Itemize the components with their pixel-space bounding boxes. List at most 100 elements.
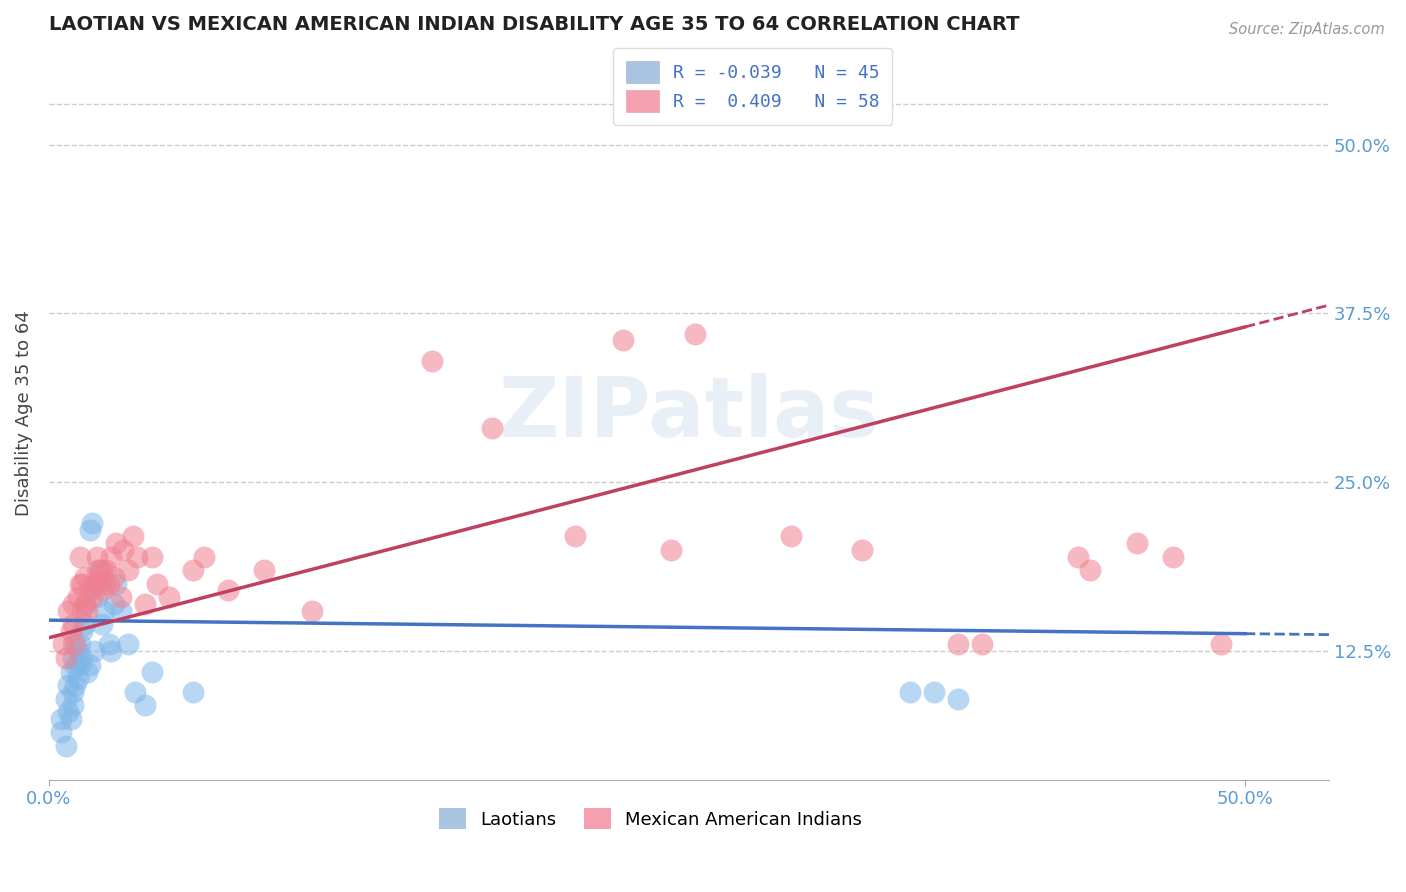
Point — [779, 529, 801, 543]
Point — [55, 691, 77, 706]
Point — [69, 638, 91, 652]
Point — [73, 617, 96, 632]
Point — [76, 604, 98, 618]
Point — [145, 576, 167, 591]
Point — [83, 644, 105, 658]
Point — [80, 516, 103, 530]
Point — [65, 657, 87, 672]
Point — [93, 576, 115, 591]
Point — [659, 542, 682, 557]
Point — [612, 334, 634, 348]
Point — [898, 685, 921, 699]
Point — [193, 549, 215, 564]
Point — [1211, 638, 1233, 652]
Point — [1066, 549, 1088, 564]
Point — [62, 597, 84, 611]
Point — [62, 651, 84, 665]
Point — [86, 576, 108, 591]
Text: LAOTIAN VS MEXICAN AMERICAN INDIAN DISABILITY AGE 35 TO 64 CORRELATION CHART: LAOTIAN VS MEXICAN AMERICAN INDIAN DISAB… — [49, 15, 1019, 34]
Point — [100, 644, 122, 658]
Point — [83, 576, 105, 591]
Point — [301, 604, 323, 618]
Point — [55, 739, 77, 753]
Point — [72, 576, 94, 591]
Point — [90, 583, 112, 598]
Point — [79, 657, 101, 672]
Point — [1126, 536, 1149, 550]
Text: Source: ZipAtlas.com: Source: ZipAtlas.com — [1229, 22, 1385, 37]
Point — [66, 590, 89, 604]
Point — [141, 549, 163, 564]
Point — [127, 549, 149, 564]
Point — [65, 678, 87, 692]
Point — [52, 638, 75, 652]
Point — [946, 638, 969, 652]
Point — [89, 570, 111, 584]
Point — [104, 536, 127, 550]
Point — [76, 665, 98, 679]
Point — [90, 563, 112, 577]
Point — [49, 725, 72, 739]
Point — [104, 576, 127, 591]
Point — [66, 644, 89, 658]
Point — [141, 665, 163, 679]
Point — [79, 583, 101, 598]
Point — [117, 563, 139, 577]
Point — [96, 563, 118, 577]
Point — [851, 542, 873, 557]
Point — [134, 698, 156, 713]
Point — [86, 563, 108, 577]
Point — [80, 590, 103, 604]
Point — [181, 685, 204, 699]
Point — [946, 691, 969, 706]
Point — [69, 576, 91, 591]
Point — [97, 638, 120, 652]
Point — [103, 570, 125, 584]
Point — [72, 624, 94, 638]
Point — [86, 549, 108, 564]
Point — [86, 590, 108, 604]
Point — [73, 597, 96, 611]
Point — [1078, 563, 1101, 577]
Point — [69, 657, 91, 672]
Point — [90, 617, 112, 632]
Point — [217, 583, 239, 598]
Point — [56, 604, 79, 618]
Point — [55, 651, 77, 665]
Y-axis label: Disability Age 35 to 64: Disability Age 35 to 64 — [15, 310, 32, 516]
Point — [970, 638, 993, 652]
Point — [59, 712, 82, 726]
Point — [110, 590, 132, 604]
Point — [117, 638, 139, 652]
Point — [157, 590, 180, 604]
Point — [253, 563, 276, 577]
Legend: Laotians, Mexican American Indians: Laotians, Mexican American Indians — [432, 801, 869, 837]
Point — [62, 698, 84, 713]
Point — [922, 685, 945, 699]
Point — [72, 604, 94, 618]
Point — [62, 685, 84, 699]
Point — [121, 529, 143, 543]
Point — [112, 542, 135, 557]
Point — [73, 570, 96, 584]
Point — [93, 604, 115, 618]
Point — [66, 671, 89, 685]
Point — [59, 665, 82, 679]
Point — [110, 604, 132, 618]
Point — [124, 685, 146, 699]
Point — [97, 576, 120, 591]
Point — [56, 678, 79, 692]
Point — [56, 705, 79, 719]
Point — [100, 549, 122, 564]
Point — [62, 617, 84, 632]
Point — [683, 326, 706, 341]
Point — [89, 563, 111, 577]
Point — [1161, 549, 1184, 564]
Point — [73, 597, 96, 611]
Point — [103, 597, 125, 611]
Point — [134, 597, 156, 611]
Text: ZIPatlas: ZIPatlas — [498, 373, 879, 454]
Point — [59, 624, 82, 638]
Point — [181, 563, 204, 577]
Point — [481, 421, 503, 435]
